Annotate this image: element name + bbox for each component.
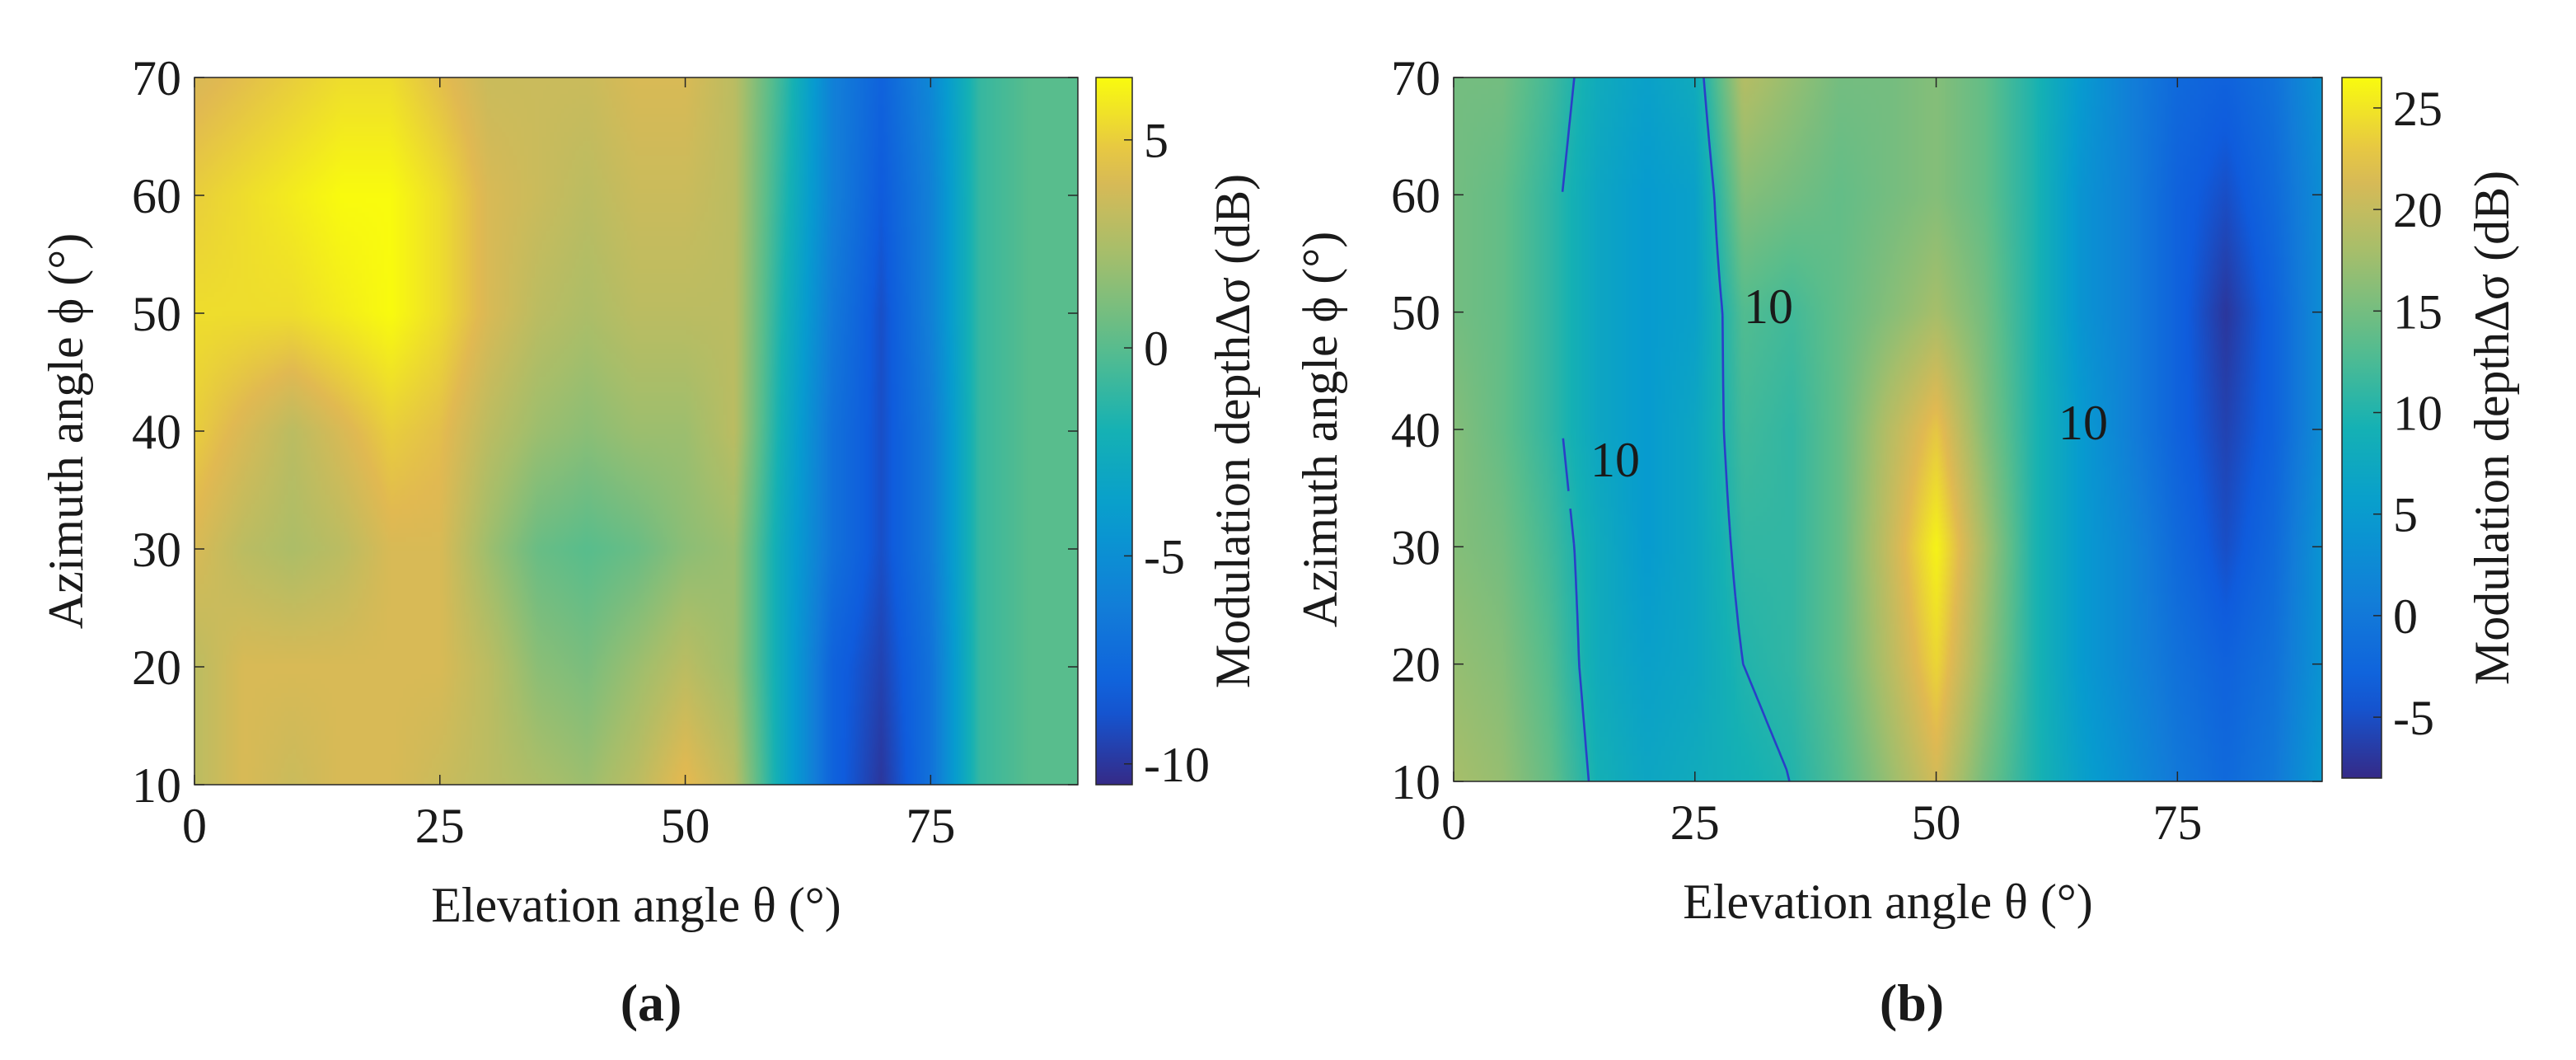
colorbar-tick-label: 15 xyxy=(2393,284,2443,339)
x-tick-label: 50 xyxy=(661,799,710,853)
colorbar xyxy=(2341,77,2382,779)
y-tick-label: 10 xyxy=(132,758,181,813)
x-axis-title: Elevation angle θ (°) xyxy=(431,878,841,932)
y-tick-label: 20 xyxy=(132,640,181,695)
x-axis-title: Elevation angle θ (°) xyxy=(1683,875,2093,929)
y-tick-label: 30 xyxy=(132,523,181,577)
x-tick-label: 75 xyxy=(2152,795,2202,850)
colorbar xyxy=(1095,77,1133,786)
y-axis-title: Azimuth angle ϕ (°) xyxy=(1293,232,1347,627)
heatmap xyxy=(1454,77,2322,781)
y-tick-label: 50 xyxy=(132,287,181,341)
colorbar-tick-label: -10 xyxy=(1144,738,1210,792)
colorbar-tick-label: 0 xyxy=(1144,321,1169,376)
colorbar-tick-label: -5 xyxy=(1144,529,1185,584)
y-tick-label: 30 xyxy=(1391,520,1440,575)
y-tick-label: 10 xyxy=(1391,755,1440,809)
y-tick-label: 70 xyxy=(1391,51,1440,106)
contour-label: 10 xyxy=(2058,396,2108,450)
y-tick-label: 40 xyxy=(1391,403,1440,457)
panel-label: (b) xyxy=(1880,973,1944,1032)
colorbar-tick-label: 5 xyxy=(1144,114,1169,168)
panel-label: (a) xyxy=(621,973,682,1032)
y-tick-label: 20 xyxy=(1391,638,1440,692)
colorbar-tick-label: -5 xyxy=(2393,691,2434,745)
colorbar-tick-label: 20 xyxy=(2393,183,2443,237)
x-tick-label: 0 xyxy=(182,799,207,853)
contour-label: 10 xyxy=(1590,433,1640,487)
contour-label: 10 xyxy=(1744,279,1793,334)
colorbar-tick-label: 25 xyxy=(2393,82,2443,136)
contour-line xyxy=(1561,77,1791,782)
y-tick-label: 60 xyxy=(132,169,181,223)
y-tick-label: 60 xyxy=(1391,168,1440,223)
y-tick-label: 50 xyxy=(1391,286,1440,340)
x-tick-label: 25 xyxy=(1670,795,1720,850)
colorbar-tick-label: 10 xyxy=(2393,387,2443,441)
x-tick-label: 75 xyxy=(906,799,955,853)
y-tick-label: 70 xyxy=(132,51,181,106)
colorbar-tick-label: 0 xyxy=(2393,589,2418,644)
colorbar-tick-label: 5 xyxy=(2393,488,2418,542)
colorbar-title: Modulation depthΔσ (dB) xyxy=(2465,171,2519,685)
heatmap xyxy=(194,77,1078,785)
y-axis-title: Azimuth angle ϕ (°) xyxy=(39,233,93,629)
x-tick-label: 0 xyxy=(1441,795,1466,850)
colorbar-title: Modulation depthΔσ (dB) xyxy=(1206,174,1260,688)
x-tick-label: 25 xyxy=(415,799,465,853)
y-tick-label: 40 xyxy=(132,405,181,459)
x-tick-label: 50 xyxy=(1912,795,1961,850)
